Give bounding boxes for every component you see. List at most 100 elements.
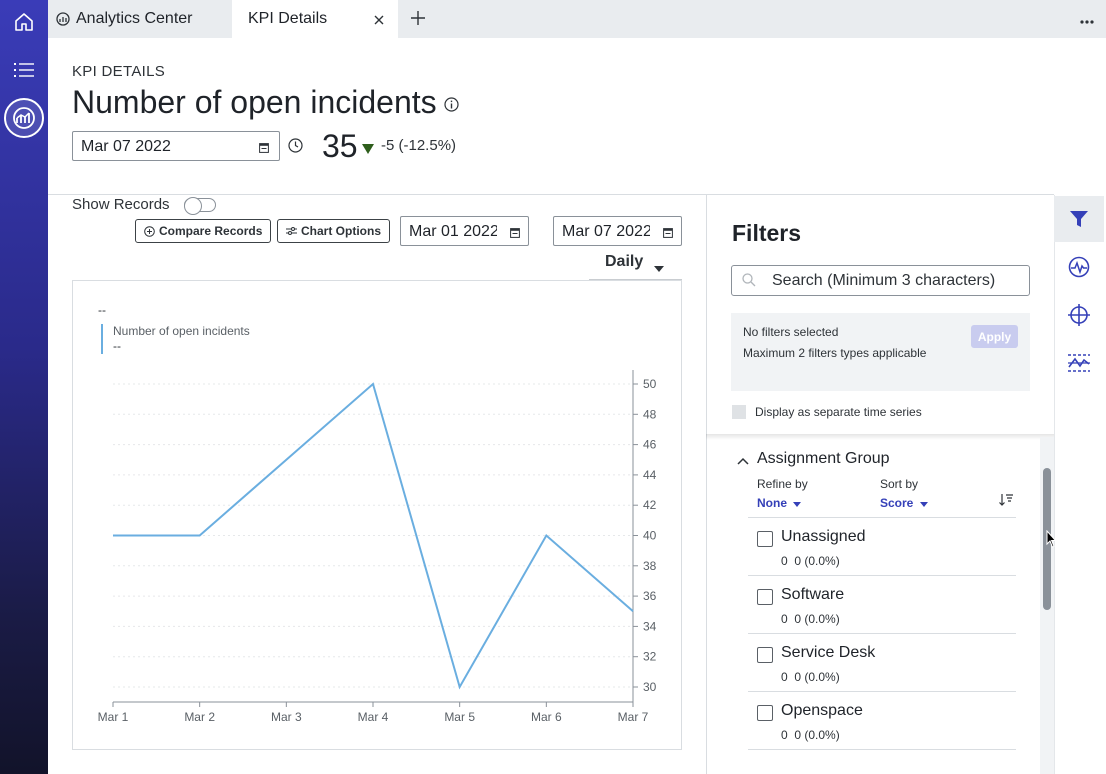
info-icon[interactable] [444,97,459,117]
separate-series-label: Display as separate time series [755,405,922,419]
filter-icon[interactable] [1054,196,1104,242]
list-icon[interactable] [8,54,40,86]
more-options-icon[interactable] [1080,17,1094,24]
caret-down-icon [654,259,664,277]
y-tick-label: 38 [643,559,657,573]
tab-bar: Analytics Center KPI Details [48,0,1106,38]
assignment-group-title[interactable]: Assignment Group [757,450,890,467]
group-divider [748,517,1016,518]
close-icon[interactable] [374,12,384,30]
tab-kpi-details[interactable]: KPI Details [232,0,398,38]
filter-search-input[interactable]: Search (Minimum 3 characters) [731,265,1030,296]
pulse-icon[interactable] [1054,244,1104,290]
y-tick-label: 50 [643,377,657,391]
checkbox[interactable] [757,589,773,605]
calendar-icon[interactable] [259,140,269,158]
tab-label: KPI Details [248,10,328,27]
kpi-delta: -5 (-12.5%) [381,137,457,154]
page-title: Number of open incidents [72,84,437,120]
list-item[interactable]: Software 0 0 (0.0%) [748,576,1016,634]
kpi-date-field[interactable]: Mar 07 2022 [72,131,280,161]
checkbox[interactable] [757,647,773,663]
apply-button[interactable]: Apply [971,325,1018,348]
y-tick-label: 36 [643,589,657,603]
x-tick-label: Mar 5 [444,710,475,724]
analytics-icon [56,12,70,26]
y-tick-label: 42 [643,498,657,512]
home-icon[interactable] [8,6,40,38]
interval-select[interactable]: Daily [589,248,682,280]
calendar-icon[interactable] [663,225,673,243]
new-tab-icon[interactable] [410,10,426,31]
chart-options-label: Chart Options [301,224,381,238]
checkbox[interactable] [757,531,773,547]
item-name: Software [781,586,845,603]
legend-label[interactable]: Number of open incidents [113,324,250,338]
search-icon [742,273,756,292]
range-start-value: Mar 01 2022 [409,223,497,240]
list-item[interactable]: Unassigned 0 0 (0.0%) [748,518,1016,576]
tab-label: Analytics Center [76,10,193,27]
sliders-icon [286,226,297,236]
range-end-field[interactable]: Mar 07 2022 [553,216,682,246]
separate-series-checkbox[interactable] [732,405,746,419]
sort-by-value: Score [880,496,914,510]
threshold-icon[interactable] [1054,340,1104,386]
y-tick-label: 40 [643,529,657,543]
x-tick-label: Mar 4 [358,710,389,724]
calendar-icon[interactable] [510,225,520,243]
trend-down-icon [362,141,374,159]
range-end-value: Mar 07 2022 [562,223,650,240]
item-count: 0 0 (0.0%) [781,612,840,626]
y-tick-label: 44 [643,468,657,482]
kpi-date-value: Mar 07 2022 [81,138,171,155]
sort-order-icon[interactable] [998,493,1014,512]
item-name: Openspace [781,702,863,719]
clock-icon[interactable] [288,138,303,158]
legend-swatch [101,324,103,354]
panel-shadow [706,434,1054,440]
section-label: KPI DETAILS [72,63,166,80]
show-records-toggle[interactable] [184,197,216,215]
tab-analytics-center[interactable]: Analytics Center [56,0,231,38]
chevron-up-icon[interactable] [737,452,749,470]
range-start-field[interactable]: Mar 01 2022 [400,216,529,246]
item-count: 0 0 (0.0%) [781,670,840,684]
checkbox[interactable] [757,705,773,721]
chart-title: -- [98,303,106,317]
no-filters-text: No filters selected [743,325,839,339]
chart-container [72,280,682,750]
refine-by-value: None [757,496,787,510]
analytics-nav-icon[interactable] [4,98,44,138]
y-tick-label: 32 [643,650,657,664]
item-count: 0 0 (0.0%) [781,554,840,568]
list-item[interactable]: Service Desk 0 0 (0.0%) [748,634,1016,692]
line-chart: -- Number of open incidents -- 30 32 34 36 3… [98,303,657,724]
sort-by-label: Sort by [880,477,919,491]
compare-records-button[interactable]: Compare Records [135,219,272,243]
sort-by-select[interactable]: Score [880,496,928,510]
chart-options-button[interactable]: Chart Options [277,219,390,243]
right-tool-rail [1054,195,1106,774]
kpi-value: 35 [322,128,358,164]
interval-value: Daily [605,253,644,270]
x-tick-label: Mar 2 [184,710,215,724]
x-tick-label: Mar 1 [98,710,129,724]
target-icon[interactable] [1054,292,1104,338]
x-tick-label: Mar 6 [531,710,562,724]
item-name: Unassigned [781,528,866,545]
refine-by-select[interactable]: None [757,496,802,510]
filters-title: Filters [732,220,802,246]
filter-status-box: No filters selected Maximum 2 filters ty… [731,313,1030,391]
y-tick-label: 30 [643,680,657,694]
plus-circle-icon [144,225,155,237]
mouse-cursor [1046,529,1057,553]
search-placeholder: Search (Minimum 3 characters) [772,272,996,289]
list-item[interactable]: Openspace 0 0 (0.0%) [748,692,1016,750]
header-divider [48,194,1054,195]
compare-records-label: Compare Records [159,224,263,238]
show-records-label: Show Records [72,196,170,213]
y-tick-label: 48 [643,407,657,421]
y-tick-label: 34 [643,619,657,633]
caret-down-icon [793,502,802,507]
